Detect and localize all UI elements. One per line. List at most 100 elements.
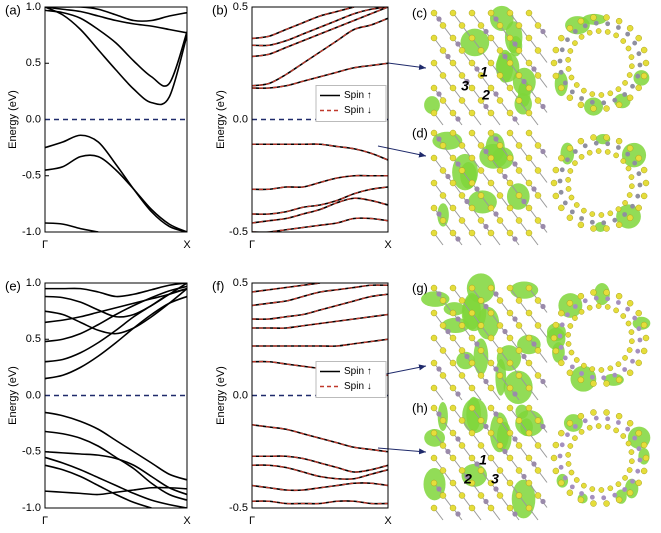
atom-s — [577, 101, 585, 109]
atom-s — [603, 500, 610, 507]
y-tick-label: -0.5 — [229, 502, 248, 514]
atom-s — [487, 284, 495, 292]
band — [252, 313, 388, 329]
y-tick-label: -0.5 — [22, 446, 41, 458]
atom-s — [577, 137, 585, 145]
band — [252, 197, 388, 224]
atom-s — [565, 341, 572, 347]
band — [252, 464, 388, 480]
atom-s — [430, 504, 438, 512]
atom-s — [468, 59, 476, 67]
atom-s — [515, 22, 523, 29]
atom-s — [439, 72, 447, 79]
atom-mo — [493, 291, 499, 297]
atom-mo — [572, 149, 578, 154]
atom-mo — [605, 21, 611, 27]
atom-s — [430, 129, 438, 137]
atom-mo — [464, 78, 470, 85]
band — [45, 411, 187, 481]
band — [252, 284, 388, 307]
atom-s — [581, 362, 587, 369]
band — [252, 143, 388, 161]
atom-s — [626, 347, 633, 353]
band — [45, 7, 187, 106]
atom-mo — [493, 486, 499, 492]
atom-s — [615, 101, 623, 109]
band — [45, 222, 99, 232]
atom-s — [566, 419, 574, 427]
atom-mo — [531, 186, 537, 192]
atom-mo — [622, 212, 628, 217]
charge-density — [515, 410, 544, 437]
atom-s — [552, 46, 560, 54]
atom-s — [458, 142, 466, 149]
atom-s — [640, 467, 648, 475]
band — [45, 464, 152, 508]
atom-s — [565, 331, 572, 338]
atom-mo — [455, 436, 461, 442]
atom-s — [515, 97, 523, 104]
atom-mo — [521, 353, 527, 360]
atom-s — [449, 229, 457, 237]
atom-s — [635, 204, 642, 212]
atom-s — [640, 192, 648, 200]
atom-s — [430, 154, 438, 162]
atom-s — [525, 404, 533, 412]
atom-mo — [582, 23, 588, 29]
atom-s — [626, 144, 634, 152]
arrow — [385, 364, 427, 375]
atom-mo — [565, 312, 570, 318]
atom-s — [515, 192, 523, 199]
atom-s — [506, 454, 514, 462]
atom-mo — [579, 371, 584, 376]
atom-s — [468, 284, 476, 292]
bands — [252, 7, 388, 232]
atom-s — [477, 192, 485, 199]
atom-s — [525, 454, 533, 462]
charge-density — [443, 302, 465, 316]
atom-s — [635, 359, 642, 367]
atom-mo — [512, 161, 518, 167]
band — [252, 174, 388, 191]
atom-s — [496, 322, 504, 329]
atom-s — [534, 22, 542, 29]
atom-s — [586, 304, 593, 311]
atom-s — [477, 72, 485, 79]
atom-s — [620, 158, 627, 164]
atom-s — [595, 423, 602, 429]
atom-s — [625, 440, 632, 447]
atom-s — [635, 84, 642, 92]
atom-mo — [605, 296, 611, 302]
atom-mo — [558, 189, 564, 195]
atom-s — [572, 160, 578, 166]
atom-s — [598, 212, 605, 218]
atom-s — [430, 284, 438, 292]
atom-mo — [521, 473, 527, 480]
atom-s — [566, 369, 574, 377]
atom-s — [577, 17, 585, 25]
atom-s — [477, 442, 485, 449]
atom-mo — [593, 295, 599, 301]
atom-mo — [579, 216, 584, 221]
atom-s — [525, 384, 533, 392]
band — [252, 500, 388, 505]
atom-s — [534, 322, 542, 329]
atom-s — [598, 92, 605, 98]
atom-s — [449, 429, 457, 437]
atom-s — [578, 153, 585, 160]
atom-s — [506, 179, 514, 187]
band — [252, 293, 388, 320]
atom-s — [458, 492, 466, 499]
atom-s — [468, 309, 476, 317]
atom-s — [449, 309, 457, 317]
atom-s — [439, 217, 447, 224]
atom-s — [468, 179, 476, 187]
y-tick-label: -1.0 — [22, 502, 41, 514]
atom-mo — [622, 92, 628, 97]
atom-mo — [436, 211, 442, 217]
atom-mo — [579, 491, 584, 496]
atom-s — [581, 207, 587, 214]
atom-s — [577, 496, 585, 504]
atom-s — [620, 313, 627, 319]
atom-s — [487, 454, 495, 462]
